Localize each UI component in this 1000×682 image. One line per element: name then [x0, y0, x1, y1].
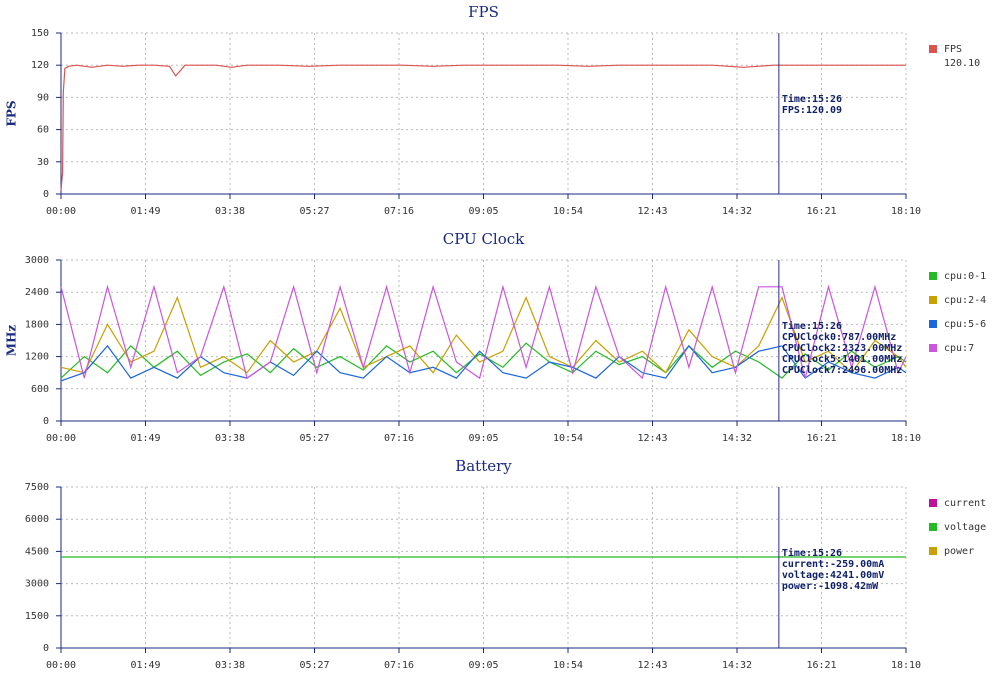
cursor-readout: CPUClock5:1401.00MHz: [782, 354, 902, 365]
cursor-time: Time:15:26: [782, 93, 842, 105]
y-tick-label: 0: [43, 189, 49, 200]
chart-title: FPS: [468, 3, 499, 21]
y-tick-label: 2400: [25, 287, 49, 298]
y-axis-label: FPS: [5, 100, 19, 126]
series-line: [60, 342, 907, 379]
legend-label: current: [944, 498, 986, 509]
x-tick-label: 01:49: [130, 660, 160, 671]
x-tick-label: 00:00: [46, 660, 76, 671]
y-tick-label: 0: [43, 416, 49, 427]
legend-value: 120.10: [944, 58, 980, 69]
x-tick-label: 07:16: [384, 206, 414, 217]
chart-title: CPU Clock: [443, 230, 525, 248]
x-tick-label: 12:43: [637, 206, 667, 217]
legend-swatch: [929, 272, 937, 280]
legend-swatch: [929, 320, 937, 328]
y-tick-label: 0: [43, 643, 49, 654]
x-tick-label: 01:49: [130, 206, 160, 217]
x-tick-label: 10:54: [553, 433, 583, 444]
x-tick-label: 03:38: [215, 660, 245, 671]
x-tick-label: 00:00: [46, 433, 76, 444]
legend-label: voltage: [944, 522, 986, 533]
y-tick-label: 1800: [25, 319, 49, 330]
legend-swatch: [929, 547, 937, 555]
x-tick-label: 00:00: [46, 206, 76, 217]
legend-label: FPS: [944, 44, 962, 55]
x-tick-label: 01:49: [130, 433, 160, 444]
cursor-readout: power:-1098.42mW: [782, 581, 879, 592]
series-line: [60, 344, 907, 382]
cursor-readout: current:-259.00mA: [782, 559, 884, 570]
y-tick-label: 120: [31, 60, 49, 71]
series-line: [60, 295, 907, 374]
x-tick-label: 12:43: [637, 660, 667, 671]
y-tick-label: 6000: [25, 514, 49, 525]
legend-swatch: [929, 344, 937, 352]
legend-swatch: [929, 296, 937, 304]
x-tick-label: 12:43: [637, 433, 667, 444]
x-tick-label: 05:27: [299, 660, 329, 671]
x-tick-label: 18:10: [891, 660, 921, 671]
x-tick-label: 16:21: [806, 433, 836, 444]
y-tick-label: 1500: [25, 611, 49, 622]
x-tick-label: 16:21: [806, 206, 836, 217]
x-tick-label: 09:05: [468, 660, 498, 671]
y-tick-label: 7500: [25, 482, 49, 493]
x-tick-label: 18:10: [891, 206, 921, 217]
legend-swatch: [929, 523, 937, 531]
x-tick-label: 10:54: [553, 660, 583, 671]
cursor-readout: CPUClock2:2323.00MHz: [782, 343, 902, 354]
x-tick-label: 16:21: [806, 660, 836, 671]
legend-label: cpu:0-1: [944, 271, 986, 282]
x-tick-label: 05:27: [299, 206, 329, 217]
y-tick-label: 150: [31, 28, 49, 39]
y-tick-label: 30: [37, 157, 49, 168]
cursor-readout: voltage:4241.00mV: [782, 570, 884, 581]
y-axis-label: MHz: [5, 325, 19, 357]
cursor-readout: FPS:120.09: [782, 105, 842, 116]
cursor-readout: CPUClock7:2496.00MHz: [782, 365, 902, 376]
legend-label: power: [944, 546, 974, 557]
y-tick-label: 4500: [25, 546, 49, 557]
x-tick-label: 14:32: [722, 433, 752, 444]
y-tick-label: 60: [37, 125, 49, 136]
cursor-readout: CPUClock0:787.00MHz: [782, 332, 896, 343]
x-tick-label: 05:27: [299, 433, 329, 444]
x-tick-label: 18:10: [891, 433, 921, 444]
y-tick-label: 90: [37, 92, 49, 103]
legend-label: cpu:2-4: [944, 295, 986, 306]
series-line: [60, 284, 907, 380]
x-tick-label: 09:05: [468, 206, 498, 217]
y-tick-label: 3000: [25, 255, 49, 266]
y-tick-label: 1200: [25, 352, 49, 363]
chart-title: Battery: [455, 457, 512, 475]
legend-label: cpu:5-6: [944, 319, 986, 330]
x-tick-label: 07:16: [384, 660, 414, 671]
x-tick-label: 10:54: [553, 206, 583, 217]
x-tick-label: 03:38: [215, 206, 245, 217]
legend-label: cpu:7: [944, 343, 974, 354]
cursor-time: Time:15:26: [782, 547, 842, 559]
x-tick-label: 09:05: [468, 433, 498, 444]
cursor-time: Time:15:26: [782, 320, 842, 332]
y-tick-label: 600: [31, 384, 49, 395]
series-line: [60, 64, 906, 191]
x-tick-label: 14:32: [722, 660, 752, 671]
x-tick-label: 14:32: [722, 206, 752, 217]
y-tick-label: 3000: [25, 579, 49, 590]
legend-swatch: [929, 499, 937, 507]
x-tick-label: 03:38: [215, 433, 245, 444]
legend-swatch: [929, 45, 937, 53]
x-tick-label: 07:16: [384, 433, 414, 444]
